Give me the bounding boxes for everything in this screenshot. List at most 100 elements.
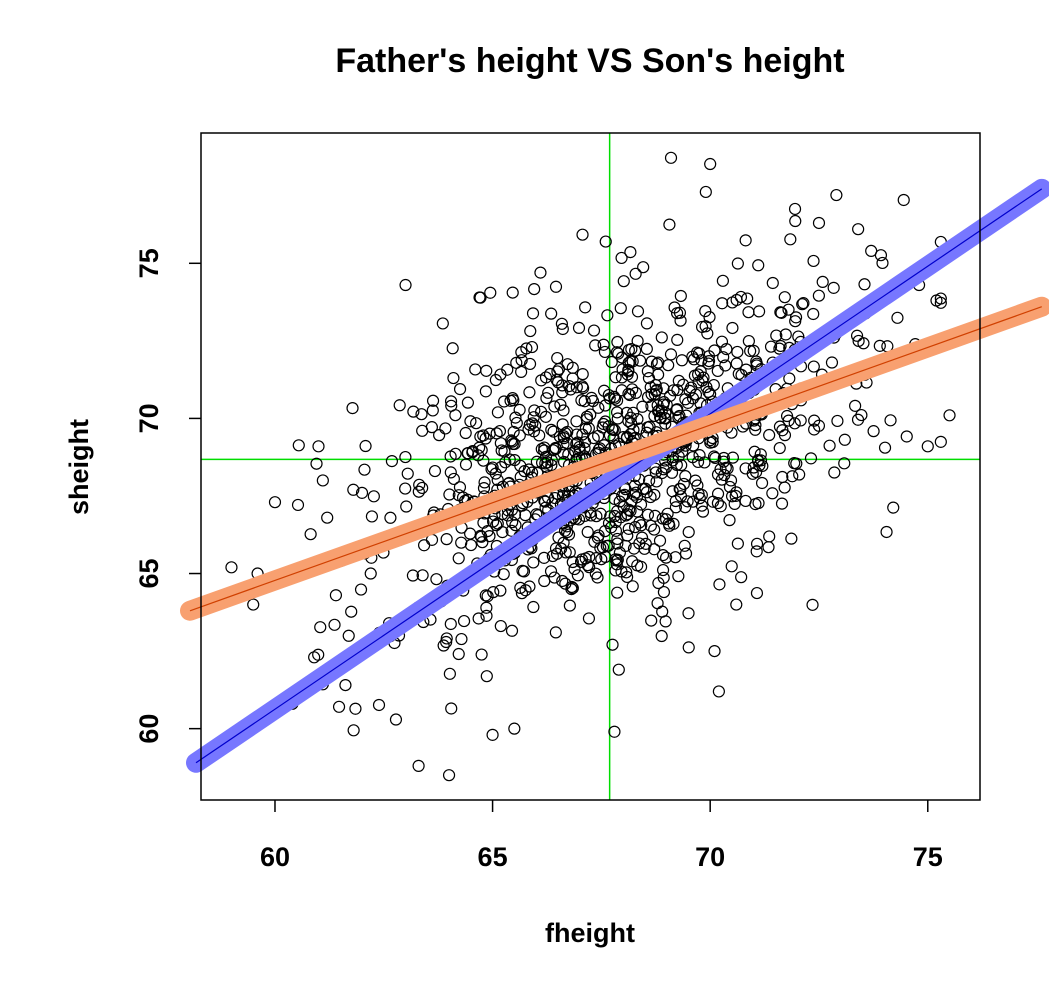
data-point [633,354,647,367]
data-point [631,305,645,318]
data-point [622,387,635,400]
data-point [723,514,736,527]
data-point [636,400,649,413]
data-point [556,489,570,502]
data-point [742,334,755,348]
data-point [608,392,622,405]
data-point [656,563,670,577]
data-point [609,371,622,384]
data-point [891,311,904,324]
y-tick-label: 70 [134,403,164,433]
data-point [589,339,602,352]
data-point [849,399,862,412]
data-point [524,324,537,338]
data-point [401,467,414,480]
data-point [385,455,399,468]
data-point [428,464,442,478]
data-point [551,376,565,389]
data-point [750,545,763,558]
data-point [717,451,730,465]
data-point [785,532,798,545]
data-point [247,598,260,611]
data-point [645,614,658,627]
data-point [605,355,618,369]
data-point [669,551,682,564]
data-point [878,441,892,454]
data-point [413,478,426,491]
data-point [598,345,612,359]
data-point [505,624,519,637]
data-point [469,363,482,376]
data-point [716,297,729,310]
data-point [339,678,352,692]
data-point [640,342,653,356]
data-point [779,328,792,341]
data-point [752,496,765,510]
data-point [652,356,665,369]
data-point [716,274,730,287]
data-point [823,439,836,452]
data-point [776,424,789,437]
y-axis-label: sheight [64,419,94,515]
data-point [480,601,493,614]
data-point [796,298,809,311]
data-point [538,574,551,588]
data-point [615,371,629,384]
data-point [443,667,456,680]
data-point [578,395,591,408]
data-point [655,331,668,344]
data-point [477,482,491,495]
data-point [514,581,527,595]
data-point [506,435,519,448]
data-point [686,350,699,363]
data-point [447,371,460,385]
data-point [345,605,358,618]
data-point [611,335,624,349]
data-point [763,428,776,442]
data-point [479,589,492,602]
data-point [346,402,359,415]
data-point [354,583,368,596]
data-point [629,521,642,534]
data-point [816,275,829,289]
data-point [830,188,843,202]
data-point [599,399,612,412]
data-point [715,335,729,348]
data-point [545,423,558,436]
data-point [648,543,661,556]
data-point [407,405,420,418]
data-point [365,510,379,523]
data-point [389,713,403,726]
x-tick-label: 65 [478,842,508,872]
data-point [225,561,238,574]
data-point [719,359,732,372]
y-axis: 60 65 70 75 [134,248,201,744]
data-point [670,307,684,320]
data-point [930,294,943,307]
data-point [629,267,642,280]
data-point [789,214,802,228]
data-point [399,482,412,495]
data-point [538,494,551,507]
data-point [876,256,889,270]
data-point [440,632,453,645]
data-point [483,427,496,440]
data-point [436,317,449,330]
data-point [650,475,663,488]
data-point [475,530,488,543]
data-point [472,612,485,625]
data-point [566,582,579,595]
data-point [782,414,795,427]
data-point [329,589,343,602]
data-point [442,769,456,782]
data-point [626,555,639,568]
data-point [887,501,900,514]
data-point [631,505,644,518]
data-point [850,329,864,342]
data-point [692,487,705,501]
data-point [764,340,778,353]
data-point [789,311,803,324]
data-point [711,364,724,378]
data-point [538,495,552,508]
data-point [556,322,569,336]
